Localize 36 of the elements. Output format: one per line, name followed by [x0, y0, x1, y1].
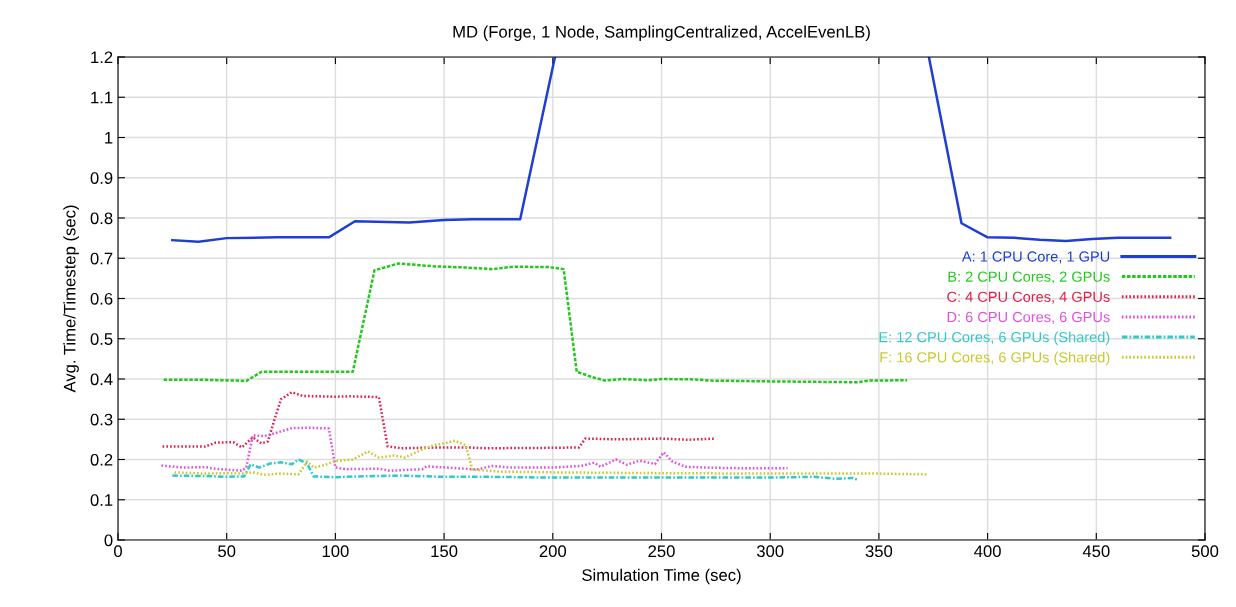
x-tick-label: 300 — [756, 545, 784, 558]
y-tick-label: 0.6 — [90, 292, 113, 305]
y-tick-label: 0 — [104, 534, 113, 547]
y-tick-label: 0.9 — [90, 172, 113, 184]
y-axis-title: Avg. Time/Timestep (sec) — [63, 205, 79, 393]
x-tick-label: 400 — [974, 545, 1001, 558]
x-tick-label: 50 — [218, 545, 236, 558]
x-tick-label: 150 — [431, 545, 458, 558]
x-tick-label: 500 — [1191, 545, 1219, 558]
line-series — [160, 426, 789, 473]
text: B: 2 CPU Cores, 2 GPUs — [948, 271, 1110, 284]
y-tick-label: 1 — [105, 132, 113, 144]
chart-title: MD (Forge, 1 Node, SamplingCentralized, AccelEvenLB) — [453, 25, 870, 42]
x-tick-label: 250 — [648, 545, 675, 558]
y-tick-label: 0.7 — [90, 252, 113, 265]
text: F: 16 CPU Cores, 6 GPUs (Shared) — [880, 351, 1110, 366]
x-tick-label: 100 — [322, 545, 349, 558]
text: E: 12 CPU Cores, 6 GPUs (Shared) — [879, 331, 1110, 346]
y-tick-label: 0.8 — [90, 212, 113, 225]
y-tick-label: 1.1 — [91, 91, 113, 104]
x-tick-label: 350 — [865, 545, 893, 558]
line-series — [171, 458, 859, 481]
y-tick-label: 0.2 — [90, 453, 113, 466]
y-tick-label: 1.2 — [91, 51, 113, 64]
x-tick-label: 0 — [114, 545, 122, 558]
y-tick-label: 0.4 — [90, 373, 113, 386]
x-tick-label: 200 — [539, 545, 567, 558]
text: D: 6 CPU Cores, 6 GPUs — [947, 311, 1110, 324]
y-tick-label: 0.1 — [90, 494, 113, 506]
x-axis-title: Simulation Time (sec) — [582, 568, 741, 585]
y-tick-label: 0.5 — [90, 333, 113, 345]
y-tick-label: 0.3 — [90, 413, 113, 426]
series-label: A: 1 CPU Core, 1 GPU — [961, 251, 1110, 264]
text: C: 4 CPU Cores, 4 GPUs — [947, 291, 1110, 304]
x-tick-label: 450 — [1082, 545, 1110, 558]
line-series — [173, 439, 928, 477]
